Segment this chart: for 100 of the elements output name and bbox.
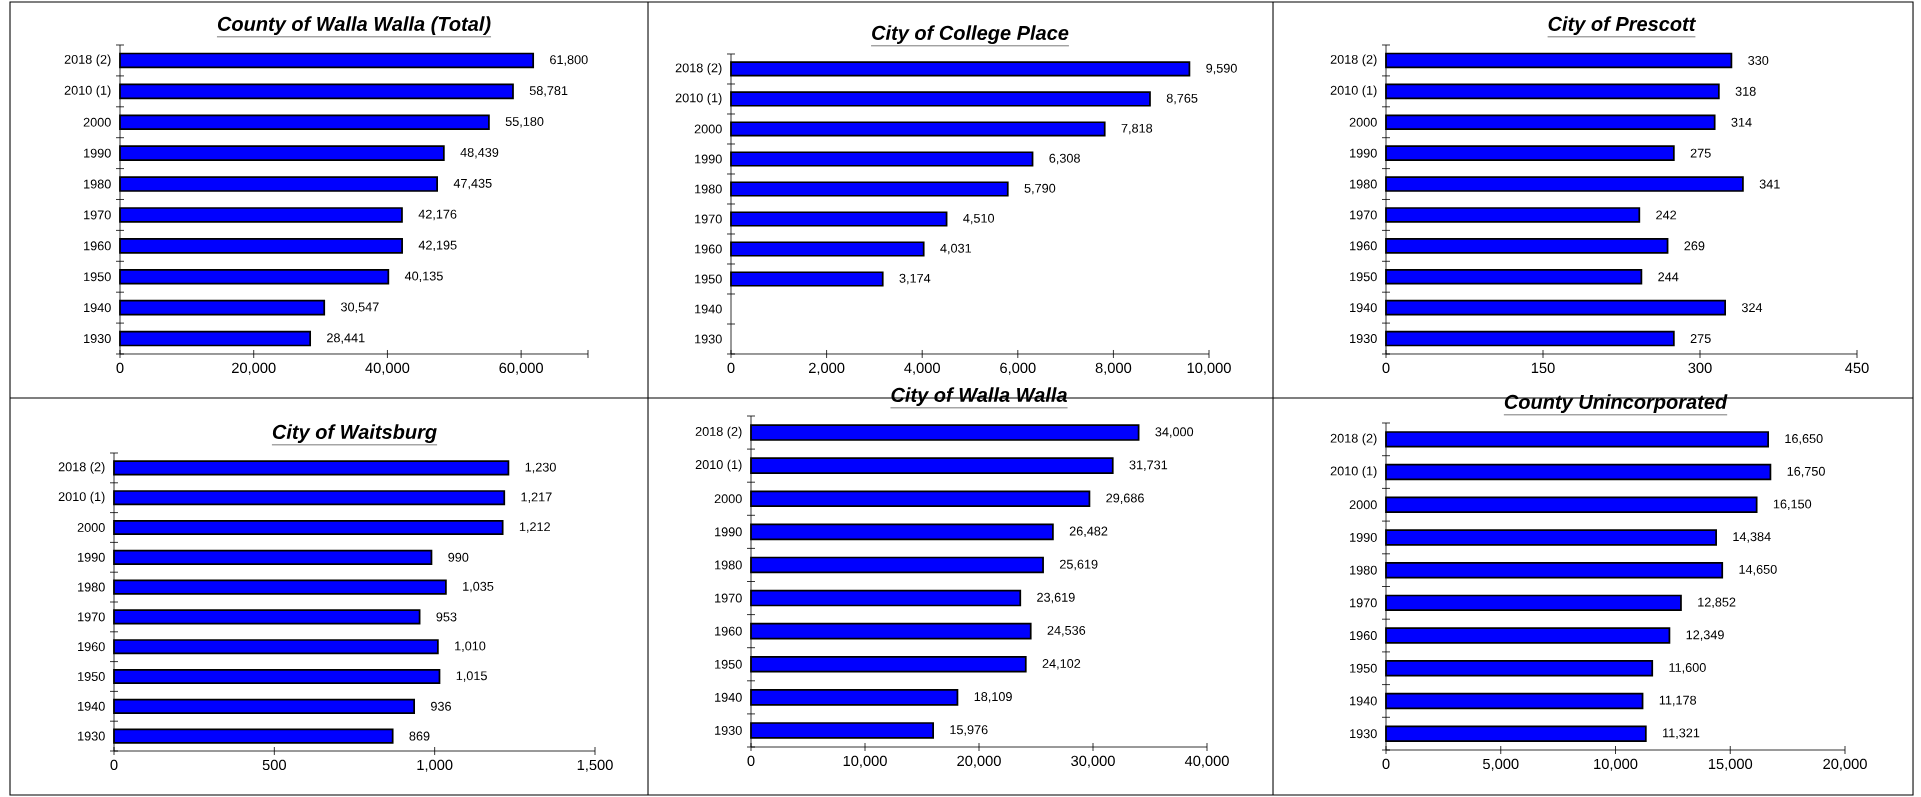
y-tick-label: 1970 [695,214,722,224]
y-tick-label: 2018 (2) [1330,54,1377,67]
y-tick-label: 2000 [1349,500,1377,510]
data-label: 269 [1684,241,1705,251]
y-tick-label: 2000 [1349,117,1377,127]
data-label: 12,852 [1698,597,1736,609]
data-label: 11,321 [1663,728,1700,739]
data-label: 12,349 [1686,630,1724,641]
x-tick-label: 1,000 [417,759,453,772]
y-tick-label: 2010 (1) [1330,85,1377,98]
y-tick-label: 2018 (2) [58,462,105,474]
y-tick-label: 2018 (2) [675,63,722,75]
data-label: 6,308 [1049,153,1080,165]
data-label: 15,976 [950,725,988,736]
x-tick-label: 4,000 [904,362,940,375]
data-label: 31,731 [1129,460,1168,471]
y-tick-label: 1980 [1350,565,1377,575]
data-label: 11,600 [1669,663,1706,674]
data-label: 5,790 [1024,183,1056,195]
data-label: 4,510 [963,213,995,225]
y-tick-label: 1970 [84,210,111,220]
y-tick-label: 1980 [78,582,105,592]
y-tick-label: 1960 [78,642,105,652]
x-tick-label: 40,000 [365,362,410,375]
x-tick-label: 60,000 [499,362,543,375]
data-label: 55,180 [505,117,544,128]
data-label: 1,010 [455,641,486,652]
y-tick-label: 1950 [1350,663,1377,673]
data-label: 48,439 [460,147,499,159]
y-tick-label: 1940 [715,692,742,702]
data-label: 4,031 [940,243,972,255]
y-tick-label: 1990 [715,527,742,537]
chart-title: City of Waitsburg [272,424,437,443]
y-tick-label: 1930 [715,725,742,735]
y-tick-label: 1930 [1350,729,1377,739]
y-tick-label: 2010 (1) [1330,466,1377,478]
data-label: 16,650 [1785,434,1823,445]
data-label: 34,000 [1155,427,1194,438]
data-label: 26,482 [1069,526,1108,538]
data-label: 341 [1759,179,1780,189]
data-label: 29,686 [1106,493,1144,504]
data-label: 953 [436,612,457,622]
data-label: 8,765 [1166,93,1198,105]
y-tick-label: 2000 [714,494,742,504]
data-label: 23,619 [1037,592,1075,604]
x-tick-label: 0 [116,362,124,374]
data-label: 9,590 [1206,63,1237,75]
data-label: 58,781 [529,86,568,97]
data-label: 275 [1690,148,1711,158]
y-tick-label: 1950 [695,274,722,284]
x-tick-label: 0 [110,759,118,771]
y-tick-label: 1960 [1350,631,1377,641]
y-tick-label: 1990 [1350,148,1377,158]
x-tick-label: 450 [1845,362,1869,374]
x-tick-label: 30,000 [1071,755,1115,768]
y-tick-label: 1950 [715,659,742,669]
data-label: 324 [1741,303,1763,313]
data-label: 1,230 [525,462,556,474]
y-tick-label: 1960 [715,626,742,636]
y-tick-label: 2018 (2) [695,426,742,439]
x-tick-label: 20,000 [957,755,1001,768]
x-tick-label: 10,000 [1187,362,1231,375]
x-tick-label: 300 [1688,362,1712,374]
x-tick-label: 5,000 [1483,758,1519,771]
data-label: 18,109 [974,692,1012,703]
y-tick-label: 1980 [84,179,111,189]
data-label: 275 [1690,334,1711,344]
y-tick-label: 2010 (1) [58,491,105,504]
x-tick-label: 500 [262,759,286,771]
x-tick-label: 10,000 [1594,758,1638,771]
y-tick-label: 2010 (1) [675,93,722,105]
data-label: 11,178 [1659,695,1697,707]
x-tick-label: 2,000 [808,362,845,375]
y-tick-label: 1960 [84,241,111,251]
x-tick-label: 150 [1531,362,1555,374]
y-tick-label: 1980 [1350,179,1377,189]
data-label: 25,619 [1059,559,1098,571]
data-label: 47,435 [453,178,492,190]
data-label: 16,150 [1773,499,1812,510]
y-tick-label: 1930 [1350,334,1377,344]
data-label: 42,176 [418,209,457,221]
y-tick-label: 1980 [715,560,742,570]
x-tick-label: 10,000 [843,755,887,768]
x-tick-label: 0 [1382,758,1390,770]
data-label: 3,174 [899,273,931,285]
y-tick-label: 1990 [695,154,722,164]
data-label: 1,015 [456,671,487,682]
chart-title: County Unincorporated [1504,394,1728,413]
y-tick-label: 1960 [695,244,722,254]
y-tick-label: 2018 (2) [64,54,111,67]
y-tick-label: 1990 [84,148,111,158]
y-tick-label: 2018 (2) [1330,433,1377,446]
data-label: 28,441 [327,333,365,344]
y-tick-label: 1990 [78,552,105,562]
y-tick-label: 1970 [1350,210,1377,220]
data-label: 30,547 [340,302,379,313]
y-tick-label: 1990 [1350,532,1377,542]
data-label: 61,800 [550,55,588,66]
chart-title: City of College Place [872,25,1069,44]
y-tick-label: 1970 [1350,598,1377,608]
